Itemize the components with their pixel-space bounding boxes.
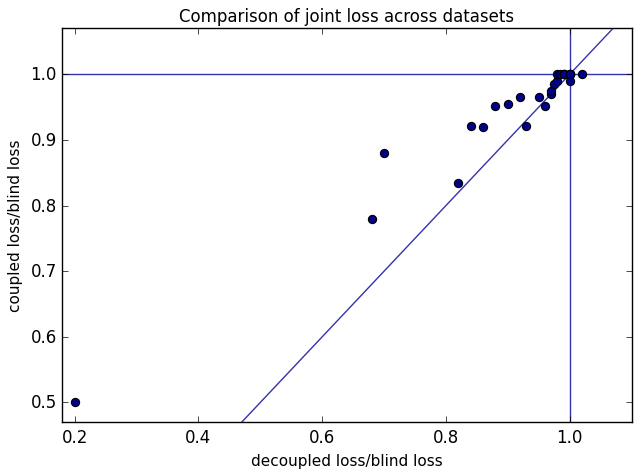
Point [564, 71, 575, 79]
Point [559, 71, 569, 79]
Point [490, 103, 500, 111]
Point [546, 91, 556, 99]
X-axis label: decoupled loss/blind loss: decoupled loss/blind loss [251, 453, 443, 468]
Point [478, 124, 488, 131]
Point [534, 94, 544, 102]
Point [559, 71, 569, 79]
Point [564, 78, 575, 85]
Point [577, 71, 588, 79]
Point [367, 215, 377, 223]
Point [70, 399, 80, 407]
Title: Comparison of joint loss across datasets: Comparison of joint loss across datasets [179, 8, 515, 26]
Point [503, 101, 513, 109]
Point [564, 71, 575, 79]
Point [379, 150, 389, 158]
Point [559, 71, 569, 79]
Point [515, 94, 525, 102]
Point [549, 81, 559, 89]
Point [453, 179, 463, 187]
Point [546, 88, 556, 95]
Y-axis label: coupled loss/blind loss: coupled loss/blind loss [8, 139, 23, 312]
Point [556, 71, 566, 79]
Point [564, 71, 575, 79]
Point [552, 78, 563, 85]
Point [522, 123, 532, 130]
Point [540, 103, 550, 111]
Point [552, 71, 563, 79]
Point [466, 123, 476, 130]
Point [564, 71, 575, 79]
